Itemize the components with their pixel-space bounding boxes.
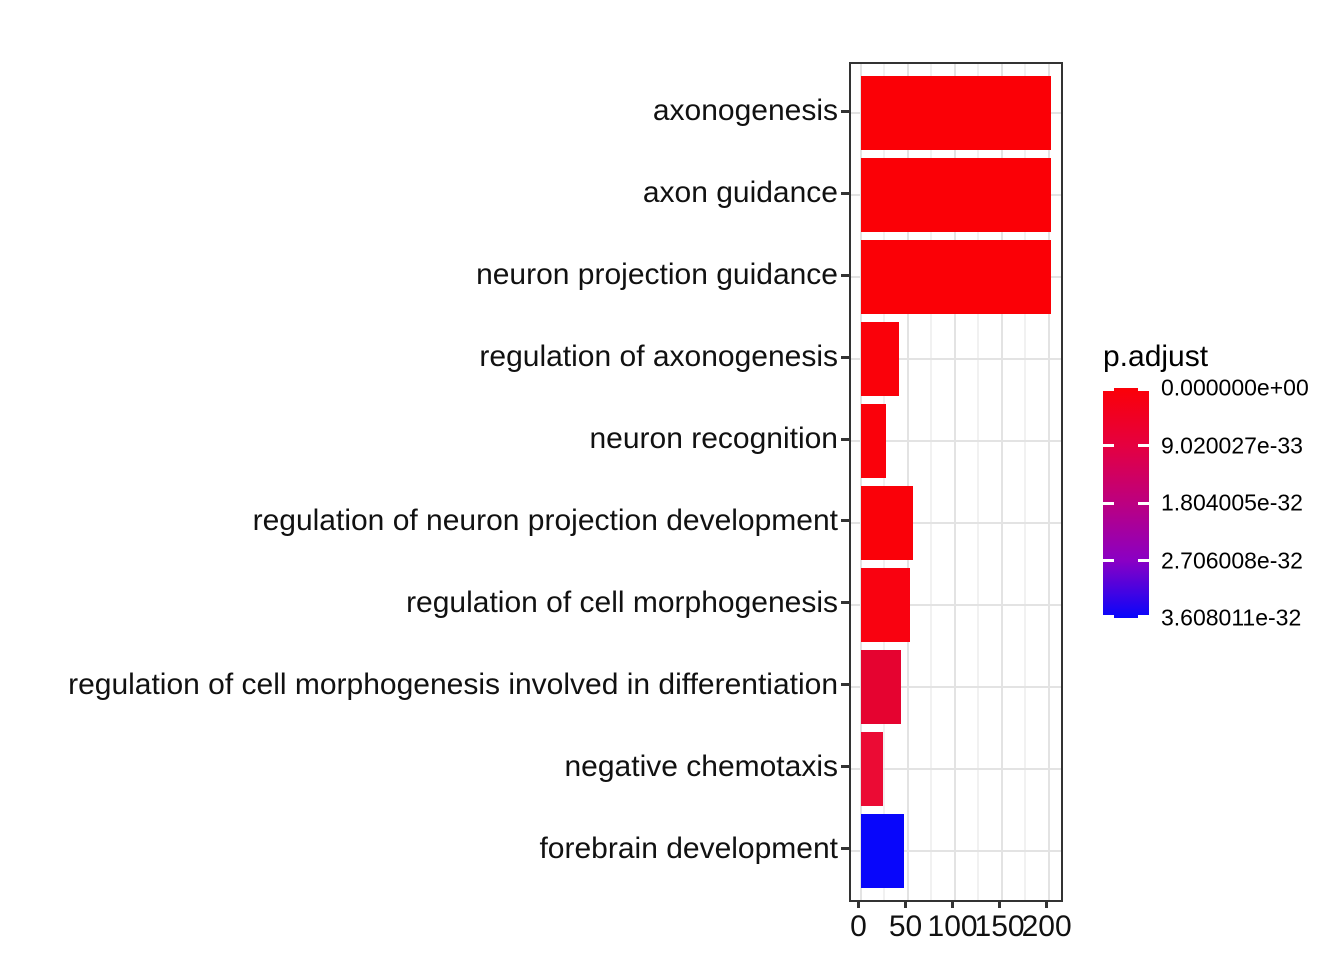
bar	[860, 731, 884, 806]
legend-gradient-colorbar	[1103, 388, 1149, 618]
legend-tick-label: 3.608011e-32	[1161, 604, 1302, 631]
bar	[860, 650, 901, 724]
bar	[860, 486, 914, 560]
legend-tick-notch	[1103, 444, 1114, 447]
y-axis-label: regulation of cell morphogenesis	[406, 585, 838, 619]
legend: p.adjust 0.000000e+00 9.020027e-33 1.80400…	[1103, 340, 1344, 640]
bar	[860, 240, 1052, 314]
y-axis-tick	[841, 847, 849, 851]
x-axis-tick	[951, 900, 955, 908]
gridline-major	[1000, 64, 1003, 900]
y-axis-label: axonogenesis	[652, 94, 838, 128]
y-axis-label: forebrain development	[539, 831, 838, 865]
x-axis-tick	[904, 900, 908, 908]
plot-panel	[849, 62, 1063, 902]
x-axis-tick-label: 0	[850, 910, 867, 943]
gridline-minor	[883, 64, 885, 900]
y-axis-tick	[841, 683, 849, 687]
y-axis-label: regulation of axonogenesis	[479, 340, 838, 374]
legend-title: p.adjust	[1103, 340, 1209, 373]
legend-tick-label: 2.706008e-32	[1161, 547, 1303, 573]
x-axis-tick-label: 150	[974, 910, 1025, 943]
legend-tick-notch	[1138, 444, 1149, 447]
legend-tick-notch	[1103, 388, 1114, 391]
legend-tick-notch	[1103, 501, 1114, 505]
legend-tick-notch	[1138, 615, 1149, 618]
legend-tick-notch	[1103, 615, 1114, 618]
bar	[860, 568, 911, 642]
y-axis-tick	[841, 109, 849, 113]
y-axis-tick	[841, 273, 849, 277]
gridline-minor	[930, 64, 933, 900]
gridline-minor	[977, 64, 980, 900]
legend-tick-notch	[1103, 559, 1114, 562]
legend-tick-notch	[1138, 559, 1149, 562]
y-axis-label: negative chemotaxis	[564, 749, 839, 783]
gridline-major	[851, 521, 1061, 524]
legend-tick-notch	[1138, 501, 1149, 505]
x-axis-tick	[1045, 900, 1049, 908]
bar	[860, 813, 904, 888]
y-axis-tick	[841, 437, 849, 441]
gridline-major	[851, 849, 1061, 852]
y-axis-tick	[841, 355, 849, 359]
gridline-major	[1047, 64, 1050, 900]
y-axis-tick	[841, 765, 849, 769]
x-axis-tick-label: 50	[888, 910, 923, 943]
y-axis-tick	[841, 601, 849, 605]
gridline-major	[859, 64, 862, 900]
gridline-minor	[1024, 64, 1027, 900]
y-axis-label: neuron recognition	[589, 422, 838, 456]
y-axis-tick	[841, 519, 849, 523]
gridline-major	[851, 685, 1061, 688]
gridline-major	[851, 440, 1061, 443]
bar	[860, 404, 886, 478]
y-axis-label: axon guidance	[642, 176, 838, 210]
x-axis-tick-label: 200	[1021, 910, 1072, 943]
gridline-major	[906, 64, 909, 900]
x-axis-tick	[998, 900, 1002, 908]
legend-tick-notch	[1138, 388, 1149, 391]
legend-tick-label: 1.804005e-32	[1161, 489, 1303, 516]
bar	[860, 76, 1052, 151]
bar	[860, 322, 900, 396]
y-axis-tick	[841, 191, 849, 195]
y-axis-label: neuron projection guidance	[476, 258, 838, 292]
y-axis-label: regulation of cell morphogenesis involve…	[68, 667, 838, 701]
gridline-major	[851, 358, 1061, 361]
gridline-major	[851, 767, 1061, 770]
x-axis-tick-label: 100	[927, 910, 978, 943]
gridline-major	[851, 603, 1061, 606]
bar	[860, 158, 1052, 232]
legend-tick-label: 0.000000e+00	[1161, 374, 1309, 401]
gridline-major	[953, 64, 956, 900]
legend-tick-label: 9.020027e-33	[1161, 432, 1303, 458]
y-axis-label: regulation of neuron projection developm…	[252, 503, 838, 537]
x-axis-tick	[857, 900, 860, 908]
